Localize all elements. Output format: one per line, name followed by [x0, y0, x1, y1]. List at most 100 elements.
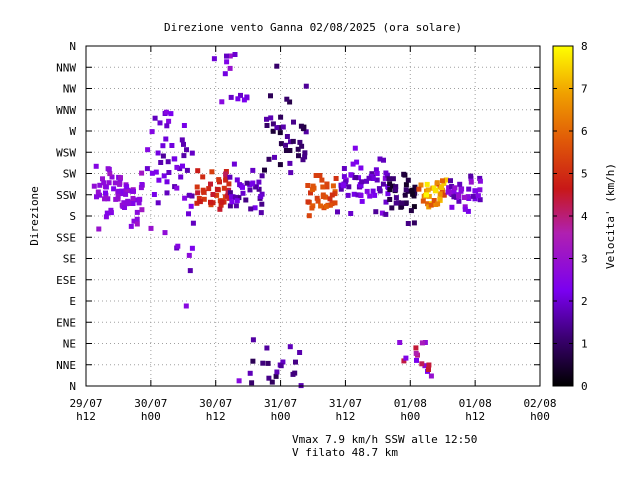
data-point [240, 184, 245, 190]
data-point [102, 196, 107, 202]
data-point [306, 213, 312, 219]
data-point [403, 187, 409, 193]
data-point [297, 350, 303, 355]
colorbar-tick-label: 7 [581, 83, 588, 96]
data-point [118, 175, 123, 181]
y-tick-label: N [69, 380, 76, 393]
data-point [124, 184, 130, 190]
x-tick-label-hour: h12 [335, 410, 355, 423]
data-point [262, 167, 267, 173]
data-point [432, 188, 438, 194]
data-point [403, 182, 409, 188]
x-tick-label-date: 30/07 [134, 397, 167, 410]
y-axis-label: Direzione [28, 186, 41, 246]
data-point [250, 358, 256, 364]
data-point [401, 358, 407, 364]
data-point [403, 355, 409, 361]
data-point [139, 182, 145, 187]
data-point [244, 94, 250, 100]
x-tick-label-hour: h00 [400, 410, 420, 423]
data-point [324, 184, 330, 190]
data-point [258, 210, 264, 216]
data-point [348, 211, 354, 216]
y-tick-label: SSW [56, 189, 76, 202]
data-point [160, 153, 166, 159]
data-point [466, 186, 472, 192]
data-point [319, 177, 325, 183]
data-point [216, 177, 222, 183]
data-point [310, 183, 316, 189]
data-point [351, 191, 357, 197]
data-points [91, 52, 483, 389]
data-point [164, 190, 170, 196]
data-point [222, 71, 228, 77]
data-point [434, 180, 440, 186]
data-point [165, 159, 171, 165]
data-point [259, 173, 265, 179]
data-point [477, 175, 483, 181]
data-point [470, 193, 476, 199]
data-point [108, 207, 114, 213]
y-tick-label: SE [63, 253, 76, 266]
data-point [437, 191, 443, 197]
data-point [229, 199, 235, 205]
x-tick-label-date: 30/07 [199, 397, 232, 410]
data-point [145, 147, 151, 153]
x-tick-label-hour: h00 [530, 410, 550, 423]
data-point [223, 171, 229, 177]
data-point [412, 184, 418, 190]
data-point [381, 157, 386, 163]
data-point [166, 118, 172, 124]
footer-vmax: Vmax 7.9 km/h SSW alle 12:50 [292, 433, 477, 446]
data-point [264, 116, 269, 122]
data-point [428, 373, 434, 379]
data-point [358, 165, 364, 171]
data-point [324, 181, 330, 187]
y-tick-label: NW [63, 83, 77, 96]
data-point [105, 166, 111, 172]
data-point [380, 181, 386, 187]
data-point [300, 157, 306, 163]
data-point [305, 199, 311, 205]
data-point [186, 252, 192, 258]
data-point [247, 187, 253, 193]
data-point [340, 182, 346, 188]
data-point [288, 139, 293, 145]
data-point [462, 204, 468, 210]
data-point [211, 56, 217, 62]
data-point [373, 167, 379, 173]
data-point [419, 340, 425, 346]
data-point [164, 123, 170, 129]
y-tick-label: N [69, 40, 76, 53]
data-point [293, 359, 298, 365]
data-point [269, 379, 275, 385]
data-point [119, 188, 125, 194]
data-point [227, 203, 233, 209]
data-point [130, 201, 136, 206]
data-point [439, 185, 445, 190]
data-point [441, 180, 447, 186]
data-point [390, 176, 396, 182]
data-point [370, 188, 376, 194]
data-point [387, 181, 393, 187]
data-point [284, 96, 290, 102]
data-point [106, 180, 112, 186]
y-tick-label: SSE [56, 231, 76, 244]
y-tick-label: NE [63, 338, 76, 351]
colorbar-tick-label: 1 [581, 338, 588, 351]
data-point [250, 167, 256, 173]
data-point [162, 230, 168, 236]
data-point [189, 245, 195, 251]
data-point [206, 186, 212, 192]
data-point [238, 92, 243, 98]
data-point [403, 200, 409, 206]
y-tick-label: WSW [56, 146, 76, 159]
data-point [219, 199, 225, 205]
data-point [451, 188, 457, 194]
data-point [116, 188, 122, 194]
data-point [166, 170, 172, 175]
data-point [197, 199, 203, 205]
x-tick-label-hour: h00 [141, 410, 161, 423]
data-point [320, 184, 326, 190]
data-point [420, 198, 426, 204]
